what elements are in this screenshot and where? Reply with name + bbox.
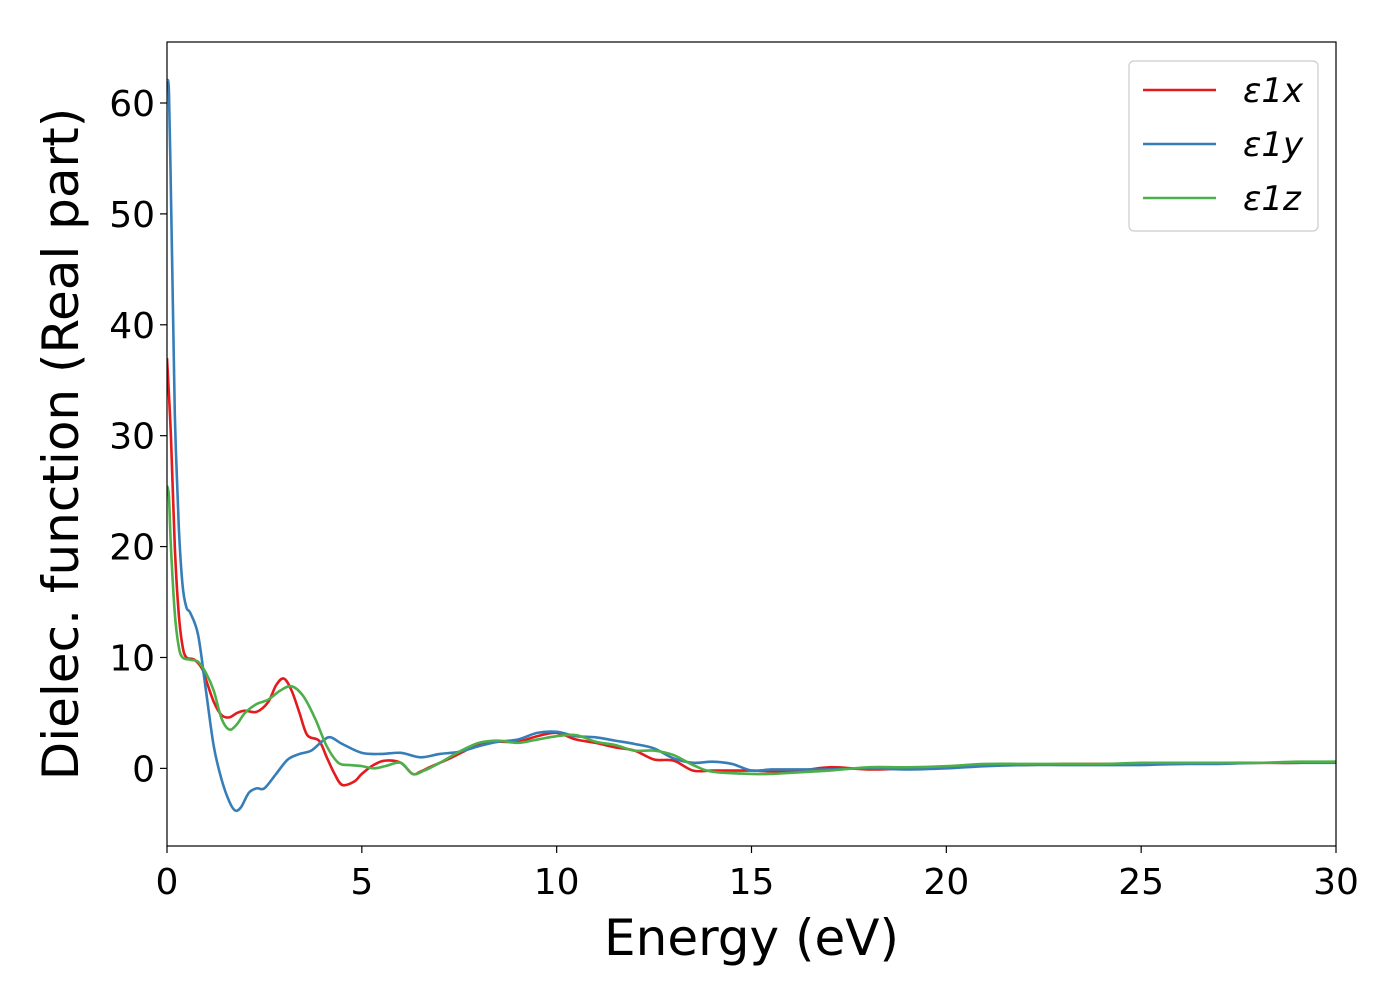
x-tick-label: 20 bbox=[923, 862, 969, 903]
x-tick-label: 5 bbox=[350, 862, 373, 903]
y-tick-label: 40 bbox=[109, 306, 155, 347]
x-tick-label: 10 bbox=[534, 862, 580, 903]
x-tick-label: 30 bbox=[1313, 862, 1359, 903]
x-axis-ticks: 0 5 10 15 20 25 30 bbox=[156, 846, 1359, 903]
y-tick-label: 10 bbox=[109, 638, 155, 679]
series-line-3 bbox=[167, 485, 1336, 776]
y-tick-label: 30 bbox=[109, 417, 155, 458]
legend-label-3: ε1z bbox=[1243, 179, 1302, 219]
x-tick-label: 0 bbox=[156, 862, 179, 903]
x-axis-label: Energy (eV) bbox=[604, 909, 899, 967]
x-tick-label: 25 bbox=[1118, 862, 1164, 903]
y-tick-label: 0 bbox=[132, 749, 155, 790]
y-tick-label: 60 bbox=[109, 84, 155, 125]
y-tick-label: 50 bbox=[109, 195, 155, 236]
legend-box bbox=[1128, 60, 1319, 232]
legend-label-1: ε1x bbox=[1243, 71, 1304, 111]
series-line-1 bbox=[167, 357, 1336, 787]
legend-entries: ε1x ε1y ε1z bbox=[1143, 71, 1304, 219]
plot-lines bbox=[167, 78, 1336, 813]
legend-label-2: ε1y bbox=[1243, 125, 1304, 165]
legend: ε1x ε1y ε1z bbox=[1128, 60, 1319, 232]
y-tick-label: 20 bbox=[109, 528, 155, 569]
x-tick-label: 15 bbox=[729, 862, 775, 903]
y-axis-ticks: 0 10 20 30 40 50 60 bbox=[109, 84, 167, 790]
y-axis-label: Dielec. function (Real part) bbox=[32, 108, 90, 780]
